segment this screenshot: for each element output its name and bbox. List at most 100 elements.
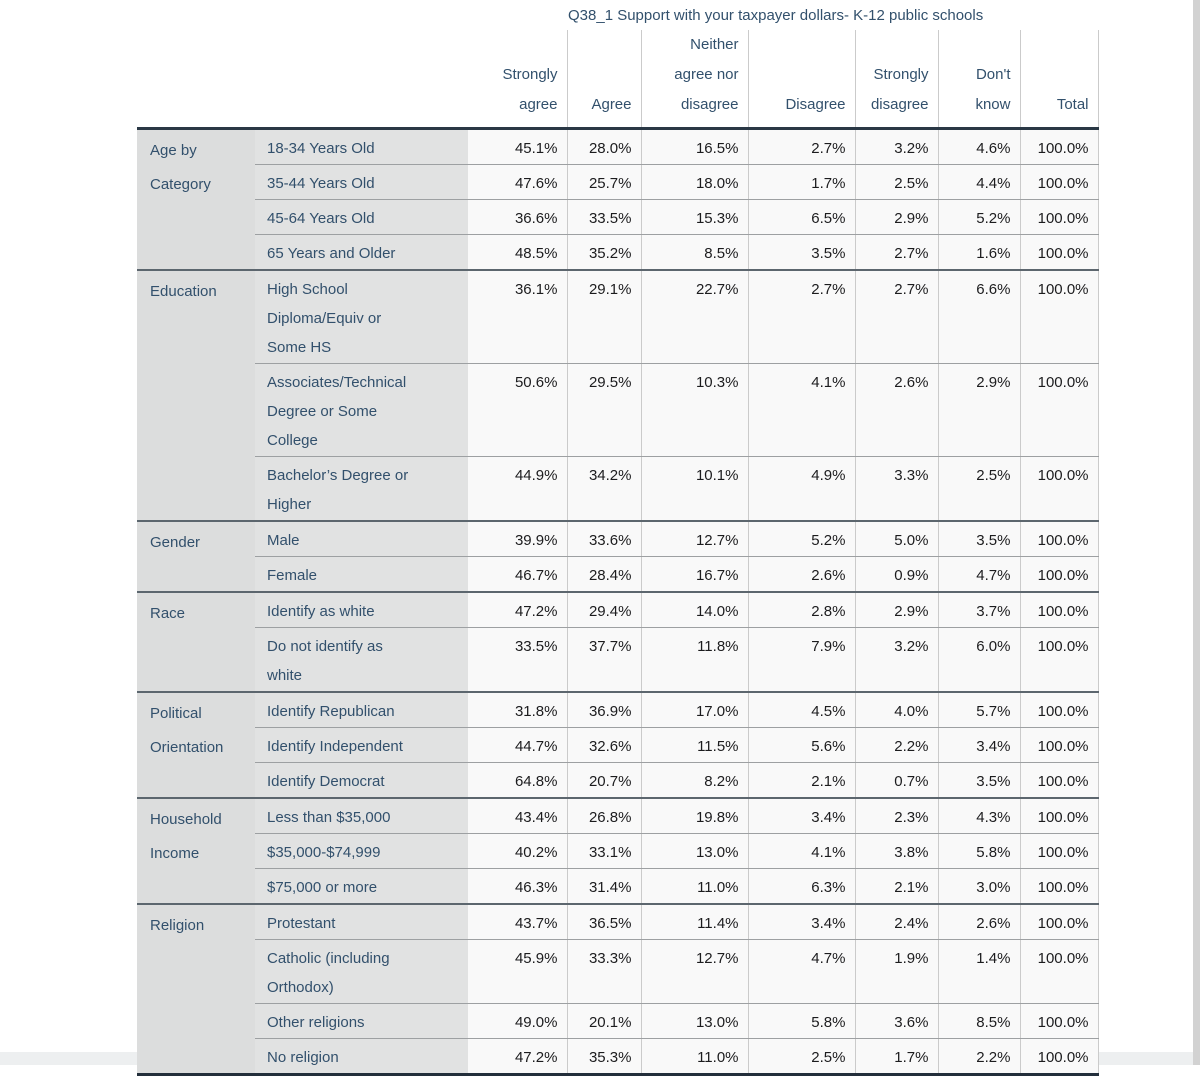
value-cell: 5.2% [747, 521, 855, 557]
row-label-cell: Identify Republican [255, 692, 468, 728]
value-cell: 5.8% [937, 833, 1020, 869]
value-cell: 100.0% [1019, 234, 1099, 271]
category-header-blank [137, 30, 255, 130]
row-label-cell: Identify Democrat [255, 762, 468, 799]
row-label-cell: 18-34 Years Old [255, 128, 468, 165]
row-label-cell: Catholic (including Orthodox) [255, 939, 468, 1004]
value-cell: 33.3% [566, 939, 641, 1004]
text-line: Do not identify as [267, 638, 383, 655]
value-cell: 47.2% [468, 1038, 567, 1076]
table-row: $75,000 or more 46.3% 31.4% 11.0% 6.3% 2.1% 3.… [137, 868, 1099, 905]
text-line: Household [150, 811, 222, 828]
row-label-cell: Identify as white [255, 592, 468, 628]
text-line: white [267, 667, 303, 684]
value-cell: 47.2% [468, 592, 567, 628]
value-cell: 100.0% [1019, 1038, 1099, 1076]
value-cell: 2.5% [937, 456, 1020, 522]
value-cell: 50.6% [468, 363, 567, 457]
value-cell: 13.0% [640, 1003, 748, 1039]
value-cell: 100.0% [1019, 363, 1099, 457]
table-row: Identify Democrat 64.8% 20.7% 8.2% 2.1% 0.7% 3… [137, 762, 1099, 799]
text-line: Race [150, 605, 186, 622]
text-line: Bachelor’s Degree or [267, 467, 409, 484]
table-row: Female 46.7% 28.4% 16.7% 2.6% 0.9% 4.7% 100.0% [137, 556, 1099, 593]
table-title: Q38_1 Support with your taxpayer dollars… [568, 7, 984, 24]
value-cell: 100.0% [1019, 833, 1099, 869]
table-row: 45-64 Years Old 36.6% 33.5% 15.3% 6.5% 2.9% 5.… [137, 199, 1099, 235]
value-cell: 100.0% [1019, 627, 1099, 693]
value-cell: 5.7% [937, 692, 1020, 728]
value-cell: 7.9% [747, 627, 855, 693]
category-cell-age-by-category: Age by Category [137, 128, 255, 271]
text-line: 18-34 Years Old [267, 140, 375, 157]
row-label-cell: Bachelor’s Degree or Higher [255, 456, 468, 522]
text-line: Gender [150, 534, 201, 551]
value-cell: 36.9% [566, 692, 641, 728]
subcategory-header-blank [255, 30, 468, 130]
value-cell: 29.1% [566, 270, 641, 364]
report-content: Q38_1 Support with your taxpayer dollars… [137, 0, 1099, 1076]
value-cell: 35.3% [566, 1038, 641, 1076]
text-line: Don't [975, 66, 1011, 83]
crosstab-table: Strongly agree Agree Neither agree nor disagr… [137, 30, 1099, 1076]
value-cell: 3.5% [937, 521, 1020, 557]
value-cell: 3.0% [937, 868, 1020, 905]
column-header-disagree: Disagree [747, 30, 855, 130]
value-cell: 3.5% [937, 762, 1020, 799]
text-line: Political [150, 705, 202, 722]
row-label-cell: 35-44 Years Old [255, 164, 468, 200]
value-cell: 44.7% [468, 727, 567, 763]
value-cell: 4.5% [747, 692, 855, 728]
text-line: $35,000-$74,999 [267, 844, 381, 861]
value-cell: 100.0% [1019, 521, 1099, 557]
value-cell: 3.4% [747, 798, 855, 834]
value-cell: 100.0% [1019, 1003, 1099, 1039]
text-line: Less than $35,000 [267, 809, 391, 826]
value-cell: 26.8% [566, 798, 641, 834]
value-cell: 3.8% [854, 833, 938, 869]
value-cell: 16.7% [640, 556, 748, 593]
scrollbar-track[interactable] [1193, 0, 1200, 1065]
category-cell-gender: Gender [137, 521, 255, 593]
table-row: Catholic (including Orthodox) 45.9% 33.3% 12… [137, 939, 1099, 1004]
value-cell: 33.1% [566, 833, 641, 869]
value-cell: 100.0% [1019, 592, 1099, 628]
value-cell: 10.1% [640, 456, 748, 522]
value-cell: 45.1% [468, 128, 567, 165]
value-cell: 2.7% [854, 234, 938, 271]
value-cell: 19.8% [640, 798, 748, 834]
row-label-cell: $35,000-$74,999 [255, 833, 468, 869]
value-cell: 14.0% [640, 592, 748, 628]
value-cell: 2.2% [937, 1038, 1020, 1076]
value-cell: 100.0% [1019, 762, 1099, 799]
value-cell: 2.5% [854, 164, 938, 200]
value-cell: 8.5% [640, 234, 748, 271]
text-line: 35-44 Years Old [267, 175, 375, 192]
row-label-cell: 45-64 Years Old [255, 199, 468, 235]
value-cell: 18.0% [640, 164, 748, 200]
column-header-strongly-disagree: Strongly disagree [854, 30, 938, 130]
value-cell: 32.6% [566, 727, 641, 763]
value-cell: 1.4% [937, 939, 1020, 1004]
column-header-don-t-know: Don't know [937, 30, 1020, 130]
value-cell: 4.4% [937, 164, 1020, 200]
value-cell: 28.0% [566, 128, 641, 165]
value-cell: 3.6% [854, 1003, 938, 1039]
value-cell: 5.8% [747, 1003, 855, 1039]
value-cell: 4.6% [937, 128, 1020, 165]
value-cell: 2.5% [747, 1038, 855, 1076]
text-line: Degree or Some [267, 403, 378, 420]
row-label-cell: Less than $35,000 [255, 798, 468, 834]
text-line: Male [267, 532, 300, 549]
table-row: Other religions 49.0% 20.1% 13.0% 5.8% 3.6% 8.… [137, 1003, 1099, 1039]
value-cell: 6.5% [747, 199, 855, 235]
category-cell-political-orientation: Political Orientation [137, 692, 255, 799]
table-row: $35,000-$74,999 40.2% 33.1% 13.0% 4.1% 3.8% 5.… [137, 833, 1099, 869]
value-cell: 3.4% [747, 904, 855, 940]
table-row: Associates/Technical Degree or Some Colleg… [137, 363, 1099, 457]
value-cell: 12.7% [640, 521, 748, 557]
row-label-cell: Male [255, 521, 468, 557]
value-cell: 36.5% [566, 904, 641, 940]
value-cell: 3.2% [854, 627, 938, 693]
